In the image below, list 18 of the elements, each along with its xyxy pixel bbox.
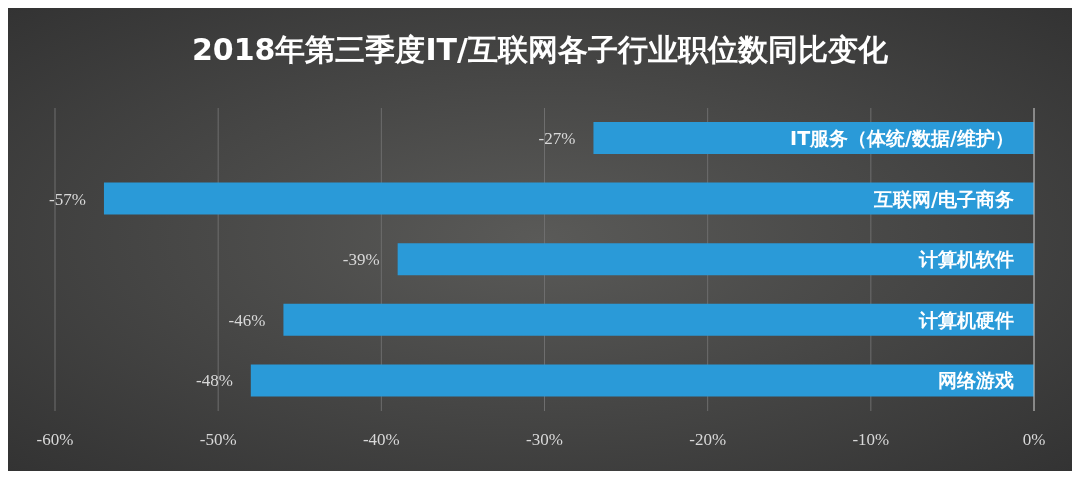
x-tick-label: -20% [689,430,727,450]
x-tick-label: 0% [1022,430,1046,450]
y-tick-label: IT服务（体统/数据/维护） [790,127,1014,149]
x-tick-label: -60% [36,430,74,450]
data-label: -39% [342,250,380,270]
x-tick-label: -30% [526,430,563,450]
y-tick-label: 计算机硬件 [918,308,1014,331]
data-label: -46% [228,310,266,330]
y-tick-label: 计算机软件 [918,248,1014,271]
y-tick-label: 互联网/电子商务 [873,187,1014,210]
data-label: -48% [195,371,233,391]
x-tick-label: -10% [852,430,890,450]
x-tick-label: -40% [362,430,400,450]
data-label: -57% [49,189,86,209]
data-label: -27% [538,129,576,148]
chart-title: 2018年第三季度IT/互联网各子行业职位数同比变化 [190,31,890,69]
x-tick-label: -50% [199,430,237,450]
y-tick-label: 网络游戏 [938,369,1014,392]
